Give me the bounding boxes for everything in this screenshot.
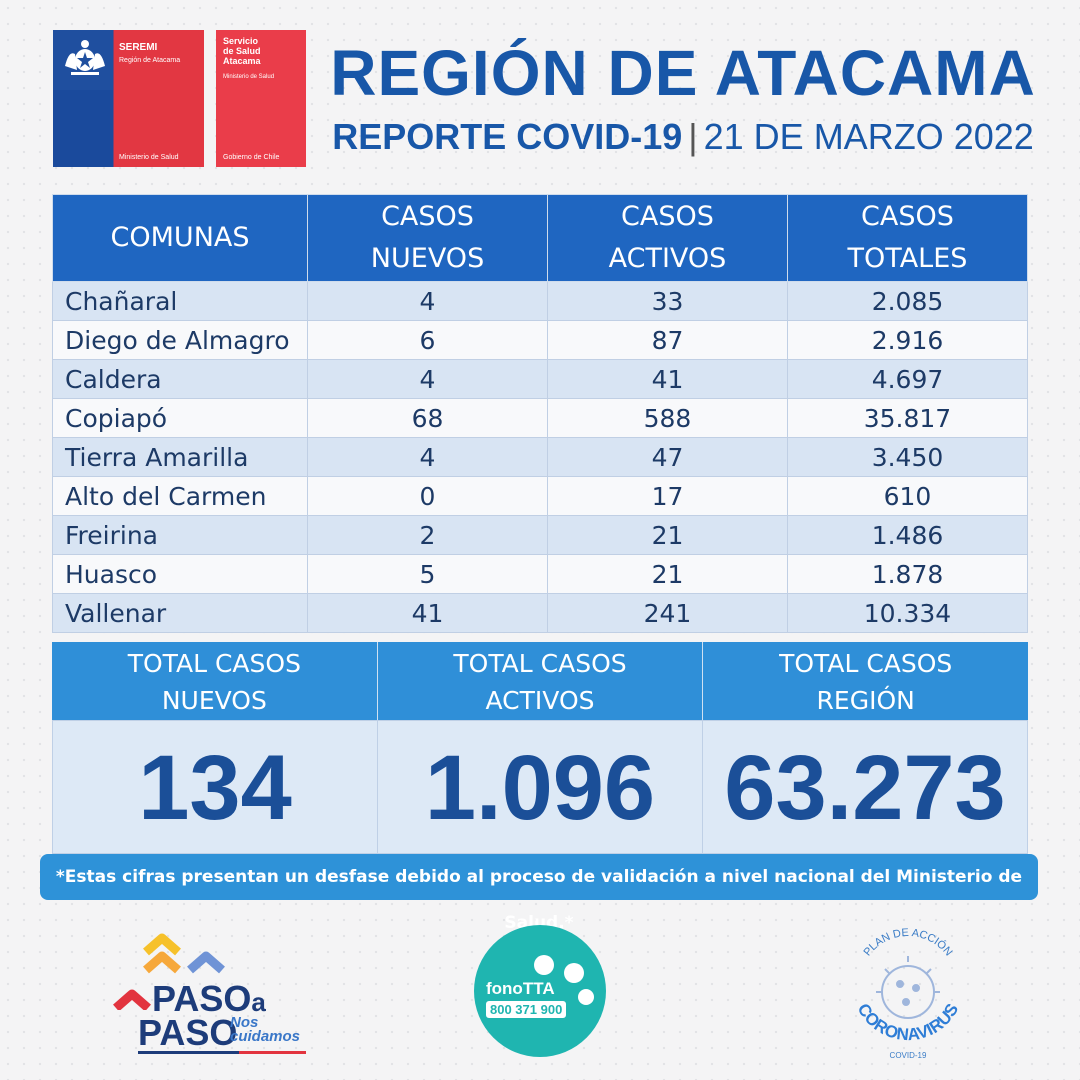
table-row: Freirina 2 21 1.486 — [51, 515, 1029, 555]
page-title: REGIÓN DE ATACAMA — [330, 37, 1036, 109]
chile-crest-box — [53, 30, 113, 90]
cell-totales: 1.486 — [786, 515, 1029, 555]
paso-word-1: PASOa — [152, 978, 266, 1019]
servicio-government: Gobierno de Chile — [223, 154, 280, 161]
cell-comuna: Tierra Amarilla — [51, 437, 309, 477]
paso-tagline: Nos cuidamos — [230, 1014, 301, 1045]
paso-a-paso-logo: PASOa PASO Nos cuidamos — [110, 930, 310, 1060]
total-nuevos-value: 134 — [53, 721, 378, 853]
cell-activos: 33 — [546, 281, 788, 321]
cell-totales: 4.697 — [786, 359, 1029, 399]
cell-activos: 21 — [546, 554, 788, 594]
cell-totales: 35.817 — [786, 398, 1029, 438]
cell-activos: 588 — [546, 398, 788, 438]
table-row: Copiapó 68 588 35.817 — [51, 398, 1029, 438]
totals-values: 134 1.096 63.273 — [52, 720, 1028, 854]
plan-sub: COVID-19 — [890, 1051, 927, 1060]
cell-activos: 21 — [546, 515, 788, 555]
cell-totales: 10.334 — [786, 593, 1029, 633]
header-comunas: COMUNAS — [51, 194, 309, 282]
fonotta-number: 800 371 900 — [486, 1001, 567, 1018]
cell-totales: 2.916 — [786, 320, 1029, 360]
cases-table: COMUNAS CASOS NUEVOS CASOS ACTIVOS CASOS TO… — [51, 194, 1029, 633]
cell-comuna: Freirina — [51, 515, 309, 555]
cell-totales: 3.450 — [786, 437, 1029, 477]
cell-totales: 610 — [786, 476, 1029, 516]
cell-nuevos: 2 — [307, 515, 548, 555]
virus-icon — [876, 956, 940, 1019]
header-casos-activos: CASOS ACTIVOS — [546, 194, 788, 282]
seremi-title: SEREMI — [119, 42, 158, 53]
table-header-row: COMUNAS CASOS NUEVOS CASOS ACTIVOS CASOS TO… — [51, 194, 1029, 282]
total-activos-label: TOTAL CASOS ACTIVOS — [378, 642, 704, 720]
cell-nuevos: 4 — [307, 437, 548, 477]
cell-nuevos: 6 — [307, 320, 548, 360]
cell-nuevos: 68 — [307, 398, 548, 438]
paso-underline — [138, 1051, 306, 1054]
phone-icon — [534, 955, 554, 975]
report-subtitle: REPORTE COVID-19 | 21 DE MARZO 2022 — [316, 116, 1050, 158]
seremi-logo: SEREMI Región de Atacama Ministerio de S… — [53, 30, 204, 167]
total-region-label: TOTAL CASOS REGIÓN — [779, 649, 953, 715]
cell-comuna: Copiapó — [51, 398, 309, 438]
table-row: Diego de Almagro 6 87 2.916 — [51, 320, 1029, 360]
cell-comuna: Chañaral — [51, 281, 309, 321]
cell-nuevos: 0 — [307, 476, 548, 516]
cell-totales: 2.085 — [786, 281, 1029, 321]
cell-comuna: Vallenar — [51, 593, 309, 633]
fonotta-logo: fonoTTA 800 371 900 — [474, 925, 606, 1057]
report-label: REPORTE COVID-19 — [332, 116, 683, 157]
building-icon — [578, 989, 594, 1005]
totals-header: TOTAL CASOS NUEVOS TOTAL CASOS ACTIVOS TOT… — [52, 642, 1028, 720]
cell-activos: 47 — [546, 437, 788, 477]
total-nuevos-label: TOTAL CASOS NUEVOS — [52, 642, 378, 720]
paso-word-2: PASO — [138, 1012, 238, 1053]
cell-comuna: Huasco — [51, 554, 309, 594]
cell-comuna: Alto del Carmen — [51, 476, 309, 516]
table-row: Alto del Carmen 0 17 610 — [51, 476, 1029, 516]
cell-activos: 241 — [546, 593, 788, 633]
cell-comuna: Caldera — [51, 359, 309, 399]
chevrons-icon — [113, 933, 225, 1010]
seremi-ministry: Ministerio de Salud — [119, 154, 179, 161]
cell-nuevos: 41 — [307, 593, 548, 633]
fonotta-name: fonoTTA — [486, 979, 555, 998]
cell-nuevos: 4 — [307, 281, 548, 321]
table-row: Tierra Amarilla 4 47 3.450 — [51, 437, 1029, 477]
table-row: Huasco 5 21 1.878 — [51, 554, 1029, 594]
cell-comuna: Diego de Almagro — [51, 320, 309, 360]
cell-activos: 17 — [546, 476, 788, 516]
report-date: 21 DE MARZO 2022 — [703, 116, 1034, 157]
cell-totales: 1.878 — [786, 554, 1029, 594]
plan-coronavirus-logo: PLAN DE ACCIÓN CORONAVIRUS COVID-19 — [854, 927, 963, 1060]
cell-activos: 87 — [546, 320, 788, 360]
plan-word: CORONAVIRUS — [854, 1000, 963, 1044]
chile-crest-icon — [65, 40, 105, 75]
servicio-title: Servicio de Salud Atacama — [223, 36, 261, 66]
table-row: Chañaral 4 33 2.085 — [51, 281, 1029, 321]
servicio-salud-logo: Servicio de Salud Atacama Ministerio de … — [216, 30, 306, 167]
table-row: Vallenar 41 241 10.334 — [51, 593, 1029, 633]
cell-nuevos: 5 — [307, 554, 548, 594]
seremi-region: Región de Atacama — [119, 57, 181, 64]
disclaimer-note: *Estas cifras presentan un desfase debid… — [40, 854, 1038, 933]
total-activos-value: 1.096 — [378, 721, 703, 853]
home-icon — [564, 963, 584, 983]
separator: | — [688, 116, 698, 157]
cell-nuevos: 4 — [307, 359, 548, 399]
total-region-value: 63.273 — [724, 737, 1006, 839]
header-casos-totales: CASOS TOTALES — [786, 194, 1029, 282]
cell-activos: 41 — [546, 359, 788, 399]
table-row: Caldera 4 41 4.697 — [51, 359, 1029, 399]
header-casos-nuevos: CASOS NUEVOS — [307, 194, 548, 282]
plan-arc-text: PLAN DE ACCIÓN — [861, 927, 954, 959]
servicio-ministry: Ministerio de Salud — [223, 74, 275, 80]
